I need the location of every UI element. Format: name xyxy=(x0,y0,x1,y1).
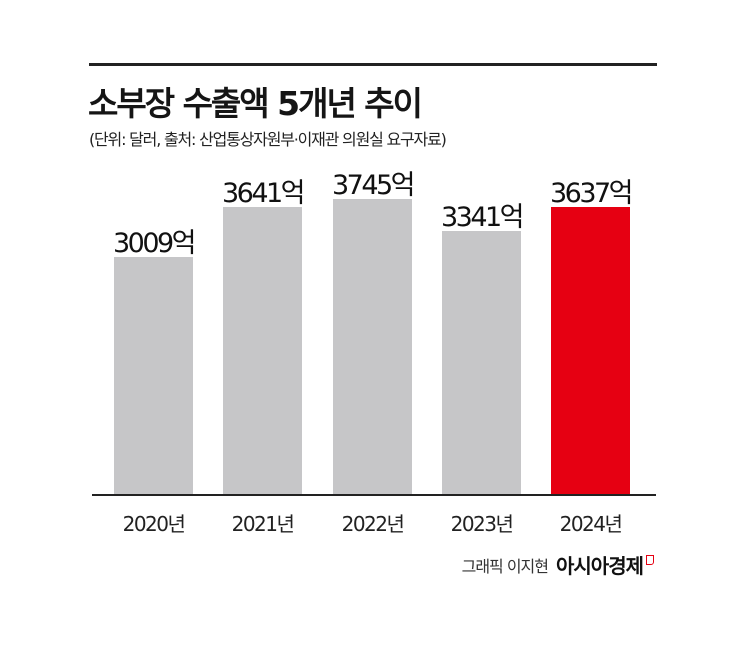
bar-value-label: 3745억 xyxy=(331,170,416,201)
bar-2 xyxy=(333,199,412,495)
credit-line: 그래픽 이지현 아시아경제 xyxy=(462,550,654,579)
x-axis-label: 2020년 xyxy=(122,512,186,536)
x-axis-label: 2021년 xyxy=(231,512,295,536)
bar-value-label: 3641억 xyxy=(221,178,306,209)
bar-3 xyxy=(442,231,521,495)
bar-4 xyxy=(551,207,630,495)
x-axis-baseline xyxy=(92,494,656,496)
bar-value-label: 3637억 xyxy=(549,178,634,209)
x-axis-label: 2023년 xyxy=(450,512,514,536)
bar-1 xyxy=(223,207,302,495)
bar-value-label: 3341억 xyxy=(440,202,525,233)
x-axis-label: 2024년 xyxy=(559,512,623,536)
chart-subtitle: (단위: 달러, 출처: 산업통상자원부·이재관 의원실 요구자료) xyxy=(89,130,447,149)
bar-0 xyxy=(114,257,193,495)
chart-title: 소부장 수출액 5개년 추이 xyxy=(88,84,423,123)
x-axis-label: 2022년 xyxy=(341,512,405,536)
brand-logo: 아시아경제 xyxy=(556,554,644,578)
brand-mark-icon xyxy=(646,554,654,565)
graphic-credit: 그래픽 이지현 xyxy=(461,556,549,576)
top-rule xyxy=(89,63,657,66)
bar-value-label: 3009억 xyxy=(112,228,197,259)
